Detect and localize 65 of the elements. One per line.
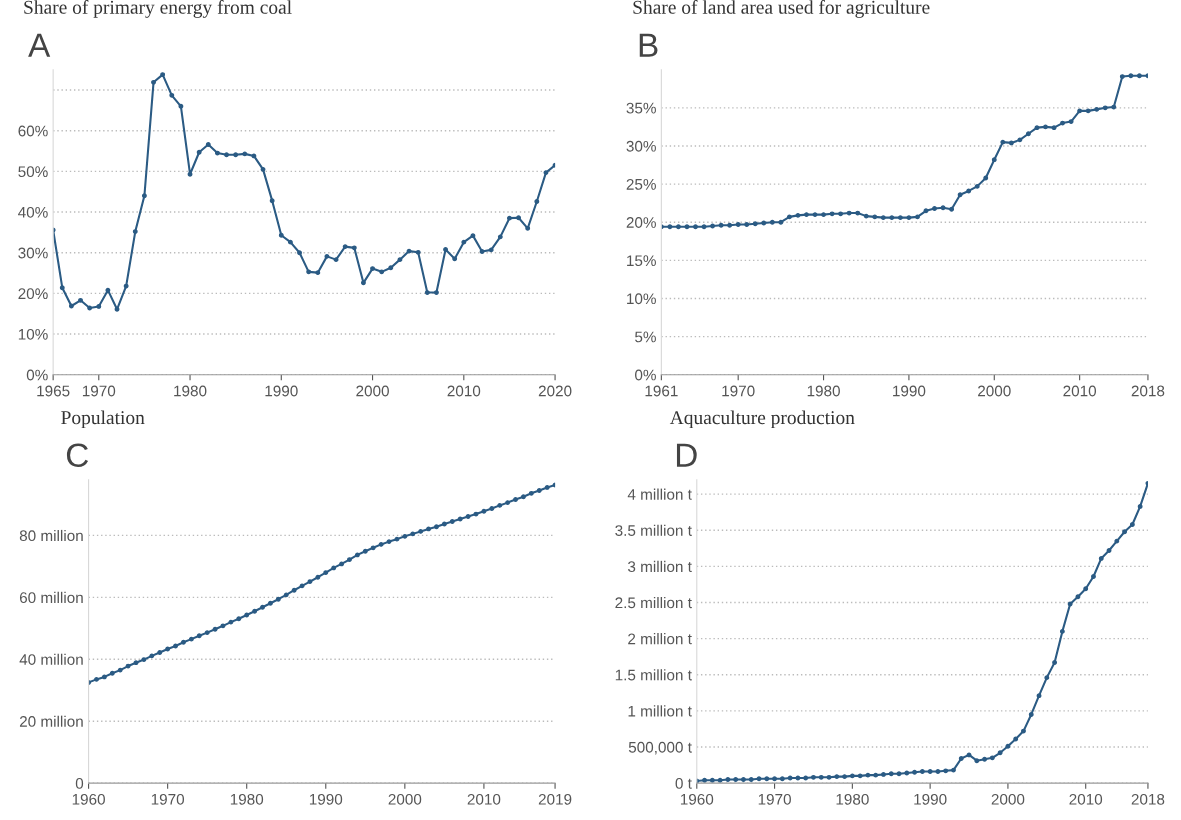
- y-tick-label: 5%: [635, 331, 656, 343]
- x-tick-label: 1970: [151, 793, 185, 805]
- x-tick-label: 1990: [914, 793, 947, 805]
- y-tick-label: 30%: [626, 140, 656, 152]
- x-tick-label: 1970: [82, 385, 116, 397]
- x-tick-label: 1970: [758, 793, 791, 805]
- y-tick-label: 3 million t: [627, 560, 692, 573]
- y-tick-label: 50%: [18, 166, 48, 178]
- x-tick-label: 1990: [265, 385, 298, 397]
- y-tick-label: 80 million: [19, 529, 83, 542]
- y-tick-label: 20 million: [19, 715, 83, 727]
- x-tick-label: 2000: [991, 793, 1025, 805]
- x-tick-label: 1990: [309, 793, 343, 805]
- y-tick-label: 60%: [18, 125, 48, 137]
- x-tick-label: 2010: [1069, 793, 1103, 805]
- x-tick-label: 2010: [1063, 385, 1097, 397]
- x-tick-label: 1960: [72, 793, 105, 805]
- y-tick-label: 20%: [18, 288, 48, 300]
- y-tick-label: 35%: [626, 102, 656, 114]
- y-tick-label: 0 t: [675, 777, 692, 789]
- chart-title: Share of primary energy from coal: [24, 0, 292, 18]
- x-tick-label: 1961: [645, 385, 678, 397]
- y-tick-label: 2 million t: [628, 633, 692, 645]
- chart-title: Share of land area used for agriculture: [633, 0, 930, 18]
- y-tick-label: 0%: [635, 369, 656, 381]
- y-tick-label: 10%: [18, 328, 48, 340]
- y-tick-label: 40 million: [19, 653, 83, 665]
- y-tick-label: 40%: [18, 206, 48, 218]
- x-tick-label: 1965: [37, 385, 70, 397]
- x-tick-label: 2018: [1131, 793, 1165, 805]
- x-tick-label: 1980: [836, 793, 869, 805]
- chart-title: Population: [61, 410, 145, 429]
- y-tick-label: 500,000 t: [628, 741, 692, 755]
- x-tick-label: 2010: [467, 793, 501, 805]
- y-tick-label: 25%: [626, 178, 656, 190]
- chart-title: Aquaculture production: [669, 410, 855, 429]
- y-tick-label: 15%: [627, 255, 656, 267]
- y-tick-label: 3.5 million t: [615, 524, 692, 536]
- text: C: [66, 443, 89, 468]
- x-tick-label: 1980: [174, 385, 207, 397]
- y-tick-label: 0%: [26, 369, 48, 381]
- y-tick-label: 2.5 million t: [615, 596, 692, 609]
- y-tick-label: 30%: [18, 247, 48, 259]
- x-tick-label: 2010: [447, 385, 481, 397]
- y-tick-label: 1.5 million t: [615, 669, 692, 681]
- text: D: [676, 443, 697, 467]
- x-tick-label: 2000: [978, 385, 1011, 397]
- x-tick-label: 2020: [538, 385, 572, 397]
- x-tick-label: 2018: [1131, 385, 1165, 397]
- y-tick-label: 4 million t: [627, 488, 692, 500]
- x-tick-label: 1990: [893, 385, 926, 397]
- x-tick-label: 1980: [807, 385, 840, 397]
- x-tick-label: 1980: [230, 793, 264, 805]
- y-tick-label: 10%: [627, 293, 656, 305]
- text: B: [639, 33, 658, 57]
- y-tick-label: 60 million: [19, 591, 83, 604]
- x-tick-label: 2019: [538, 793, 572, 805]
- y-tick-label: 0: [75, 777, 84, 789]
- x-tick-label: 2000: [356, 385, 389, 397]
- y-tick-label: 1 million t: [628, 705, 692, 717]
- text: A: [28, 33, 51, 57]
- y-tick-label: 20%: [626, 217, 656, 228]
- x-tick-label: 2000: [388, 793, 422, 805]
- x-tick-label: 1970: [722, 385, 755, 397]
- x-tick-label: 1960: [680, 793, 714, 805]
